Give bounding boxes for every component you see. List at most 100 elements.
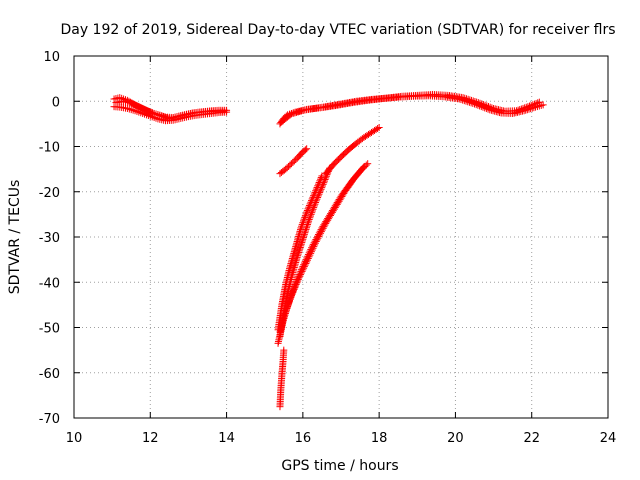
x-tick-label: 12 — [142, 431, 159, 446]
data-point — [303, 145, 311, 153]
data-point — [306, 212, 314, 220]
chart-title: Day 192 of 2019, Sidereal Day-to-day VTE… — [60, 22, 615, 38]
data-point — [303, 258, 311, 266]
data-point — [471, 100, 478, 108]
data-point — [299, 234, 307, 242]
data-point — [298, 239, 306, 247]
data-point — [309, 205, 317, 213]
data-point — [314, 194, 322, 202]
data-point — [298, 267, 306, 275]
data-point — [312, 197, 320, 205]
y-tick-label: -50 — [39, 322, 60, 337]
data-point — [298, 107, 306, 115]
x-tick-label: 14 — [218, 431, 235, 446]
data-point — [364, 160, 372, 168]
data-point — [144, 107, 152, 115]
data-point — [298, 237, 306, 245]
data-point — [318, 182, 326, 190]
data-point — [321, 175, 329, 183]
data-point — [287, 294, 295, 302]
data-point — [313, 236, 321, 244]
data-points — [110, 90, 547, 411]
data-point — [319, 224, 327, 232]
data-point — [284, 302, 292, 310]
y-tick-label: -40 — [39, 276, 60, 291]
data-point — [290, 285, 298, 293]
data-point — [133, 102, 141, 110]
data-point — [301, 146, 309, 154]
data-point — [310, 202, 318, 210]
data-point — [305, 215, 313, 223]
data-point — [316, 187, 324, 195]
data-point — [539, 101, 547, 109]
data-point — [317, 228, 325, 236]
data-point — [299, 235, 307, 243]
data-point — [292, 282, 300, 290]
data-point — [127, 99, 135, 107]
data-point — [287, 110, 295, 118]
data-point — [359, 164, 367, 172]
data-point — [320, 177, 328, 185]
data-point — [162, 114, 170, 122]
x-tick-label: 16 — [295, 431, 312, 446]
data-point — [314, 192, 322, 200]
data-point — [301, 261, 309, 269]
data-point — [312, 198, 320, 206]
data-point — [291, 284, 299, 292]
data-point — [525, 105, 533, 113]
y-tick-labels: -70 -60 -50 -40 -30 -20 -10 0 10 — [39, 50, 60, 427]
data-point — [302, 225, 310, 233]
x-tick-label: 20 — [447, 431, 464, 446]
data-point — [307, 248, 315, 256]
data-point — [530, 104, 538, 112]
y-tick-label: 10 — [43, 50, 60, 65]
y-tick-label: -60 — [39, 367, 60, 382]
data-point — [302, 210, 310, 218]
data-point — [159, 112, 167, 120]
data-point — [289, 287, 297, 295]
data-point — [315, 233, 323, 241]
data-point — [375, 123, 383, 131]
data-point — [284, 301, 292, 309]
data-point — [303, 222, 311, 230]
data-point — [294, 277, 302, 285]
data-point — [320, 223, 328, 231]
data-point — [303, 256, 311, 264]
data-point — [311, 200, 319, 208]
data-point — [308, 207, 316, 215]
data-point — [312, 238, 320, 246]
data-point — [310, 243, 318, 251]
data-point — [457, 96, 465, 104]
data-point — [294, 275, 302, 283]
data-point — [469, 99, 477, 107]
data-point — [294, 250, 302, 258]
data-point — [286, 111, 294, 119]
data-point — [293, 279, 301, 287]
data-point — [135, 103, 143, 111]
data-point — [481, 104, 489, 112]
data-point — [301, 227, 309, 235]
data-point — [302, 224, 310, 232]
data-point — [304, 254, 312, 262]
data-point — [147, 108, 155, 116]
data-point — [484, 105, 492, 113]
data-point — [317, 229, 325, 237]
data-point — [125, 105, 133, 113]
data-point — [289, 289, 297, 297]
data-point — [149, 109, 157, 117]
data-point — [139, 105, 147, 113]
data-point — [306, 214, 314, 222]
data-point — [285, 299, 293, 307]
data-point — [465, 98, 473, 106]
data-point — [129, 100, 137, 108]
data-point — [300, 264, 308, 272]
data-point — [455, 95, 463, 103]
data-point — [315, 190, 323, 198]
data-point — [296, 107, 304, 115]
data-point — [482, 105, 490, 113]
data-point — [289, 109, 297, 117]
x-tick-label: 22 — [523, 431, 540, 446]
data-point — [296, 272, 304, 280]
data-point — [310, 204, 318, 212]
